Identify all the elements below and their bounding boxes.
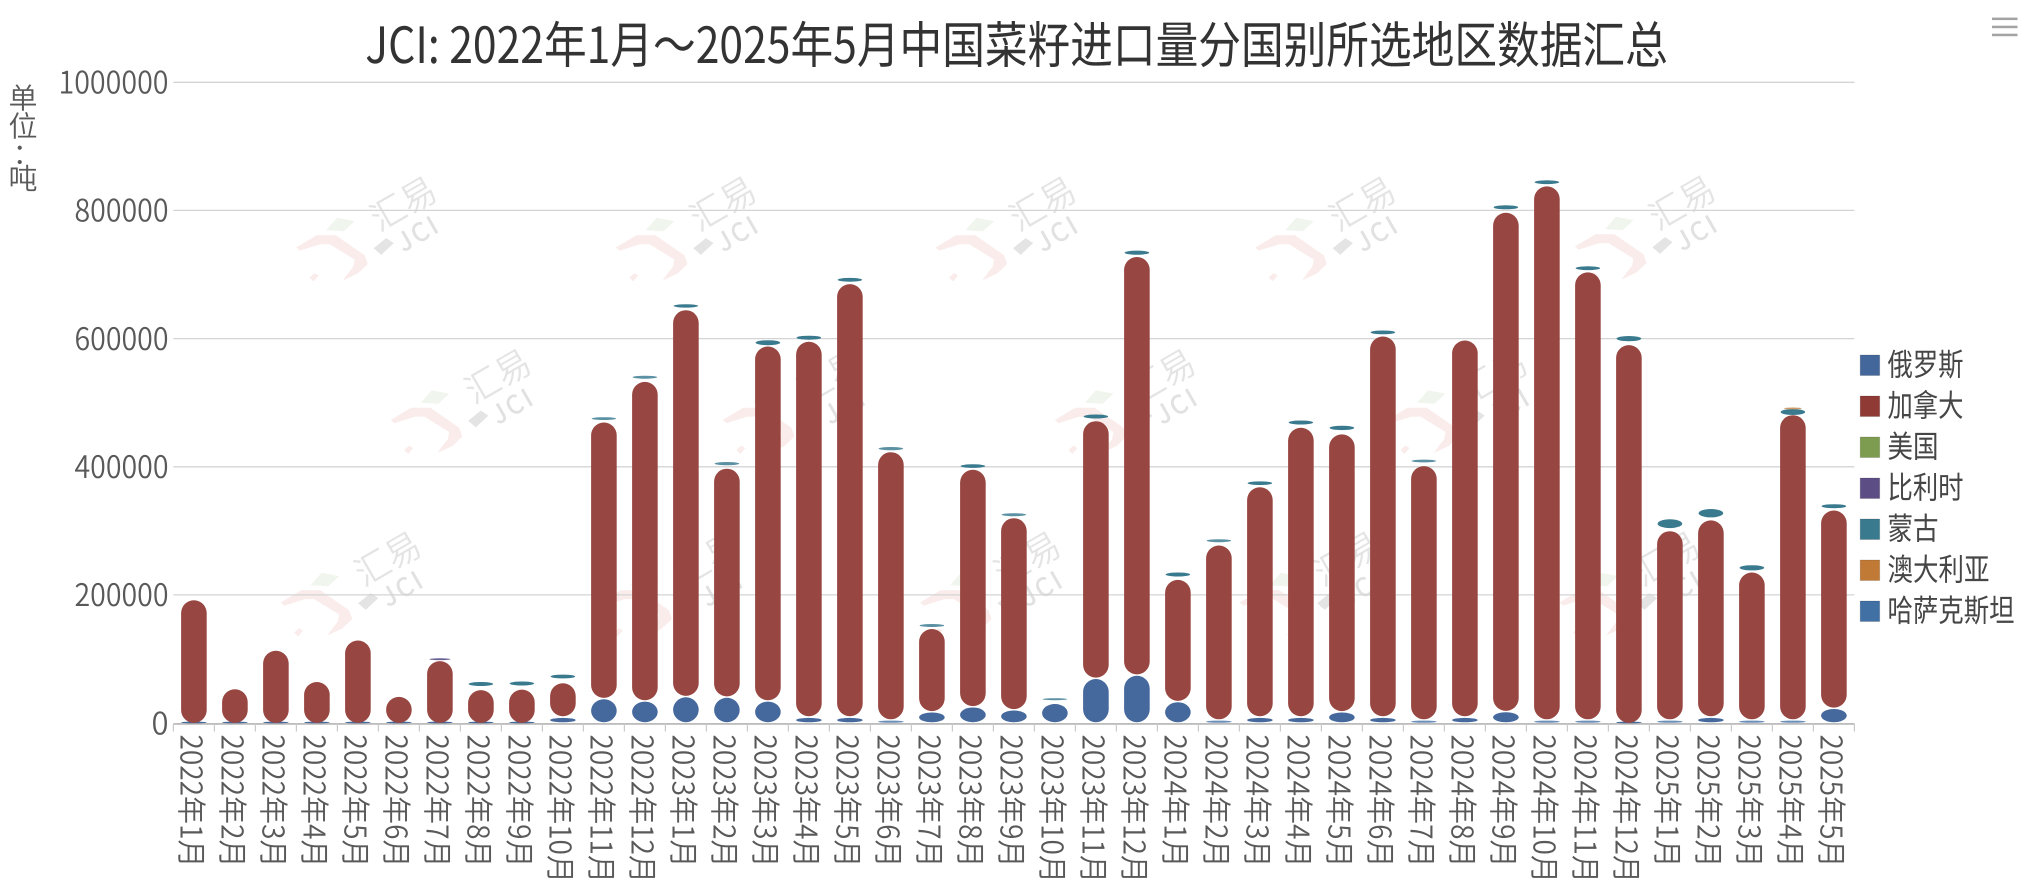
svg-text:2024年2月: 2024年2月 — [1197, 735, 1241, 868]
svg-text:1000000: 1000000 — [59, 58, 169, 103]
svg-text:2022年2月: 2022年2月 — [213, 735, 257, 868]
svg-text:2022年6月: 2022年6月 — [377, 735, 421, 868]
svg-text:0: 0 — [151, 698, 168, 743]
svg-text:吨: 吨 — [8, 156, 37, 198]
svg-text:2022年5月: 2022年5月 — [336, 735, 380, 868]
svg-text:2024年8月: 2024年8月 — [1443, 735, 1487, 868]
svg-text:2025年5月: 2025年5月 — [1812, 735, 1856, 868]
svg-text:2022年8月: 2022年8月 — [459, 735, 503, 868]
svg-text:200000: 200000 — [75, 570, 169, 615]
svg-text:位: 位 — [8, 104, 37, 146]
svg-text:2024年5月: 2024年5月 — [1320, 735, 1364, 868]
svg-text:2023年3月: 2023年3月 — [746, 735, 790, 868]
svg-text:2024年12月: 2024年12月 — [1607, 735, 1651, 884]
svg-text:JCI: 2022年1月～2025年5月中国菜籽进口量分国别: JCI: 2022年1月～2025年5月中国菜籽进口量分国别所选地区数据汇总 — [365, 6, 1668, 78]
svg-text:600000: 600000 — [75, 314, 169, 359]
svg-text:2022年10月: 2022年10月 — [541, 735, 585, 884]
svg-text:2022年12月: 2022年12月 — [623, 735, 667, 884]
svg-text:单: 单 — [8, 76, 37, 118]
svg-text:2022年3月: 2022年3月 — [254, 735, 298, 868]
svg-text:2023年8月: 2023年8月 — [951, 735, 995, 868]
svg-text:美国: 美国 — [1888, 421, 1939, 466]
svg-text:2024年9月: 2024年9月 — [1484, 735, 1528, 868]
svg-text:2024年4月: 2024年4月 — [1279, 735, 1323, 868]
svg-text:2023年1月: 2023年1月 — [664, 735, 708, 868]
svg-text:2023年12月: 2023年12月 — [1115, 735, 1159, 884]
svg-text:2022年1月: 2022年1月 — [172, 735, 216, 868]
svg-text:2023年6月: 2023年6月 — [869, 735, 913, 868]
svg-text:2023年10月: 2023年10月 — [1033, 735, 1077, 884]
svg-text:2023年11月: 2023年11月 — [1074, 735, 1118, 884]
svg-text:2022年7月: 2022年7月 — [418, 735, 462, 868]
svg-text:蒙古: 蒙古 — [1888, 503, 1939, 548]
svg-text:2023年4月: 2023年4月 — [787, 735, 831, 868]
svg-text:俄罗斯: 俄罗斯 — [1888, 339, 1964, 384]
svg-text:2025年1月: 2025年1月 — [1648, 735, 1692, 868]
svg-text:2024年10月: 2024年10月 — [1525, 735, 1569, 884]
svg-text:哈萨克斯坦: 哈萨克斯坦 — [1888, 585, 2015, 630]
svg-text:比利时: 比利时 — [1888, 462, 1964, 507]
svg-text:2024年1月: 2024年1月 — [1156, 735, 1200, 868]
svg-text:澳大利亚: 澳大利亚 — [1888, 544, 1990, 589]
svg-text:2022年9月: 2022年9月 — [500, 735, 544, 868]
svg-text:2025年3月: 2025年3月 — [1730, 735, 1774, 868]
svg-text:400000: 400000 — [75, 442, 169, 487]
svg-text:2023年7月: 2023年7月 — [910, 735, 954, 868]
svg-text:加拿大: 加拿大 — [1888, 380, 1964, 425]
svg-text:：: ： — [12, 131, 41, 173]
svg-text:2025年4月: 2025年4月 — [1771, 735, 1815, 868]
svg-text:800000: 800000 — [75, 186, 169, 231]
svg-text:2024年3月: 2024年3月 — [1238, 735, 1282, 868]
svg-text:2025年2月: 2025年2月 — [1689, 735, 1733, 868]
svg-text:2024年7月: 2024年7月 — [1402, 735, 1446, 868]
svg-text:2022年4月: 2022年4月 — [295, 735, 339, 868]
svg-text:2024年6月: 2024年6月 — [1361, 735, 1405, 868]
svg-text:2023年9月: 2023年9月 — [992, 735, 1036, 868]
svg-text:2022年11月: 2022年11月 — [582, 735, 626, 884]
svg-text:2023年5月: 2023年5月 — [828, 735, 872, 868]
svg-text:2023年2月: 2023年2月 — [705, 735, 749, 868]
svg-text:2024年11月: 2024年11月 — [1566, 735, 1610, 884]
